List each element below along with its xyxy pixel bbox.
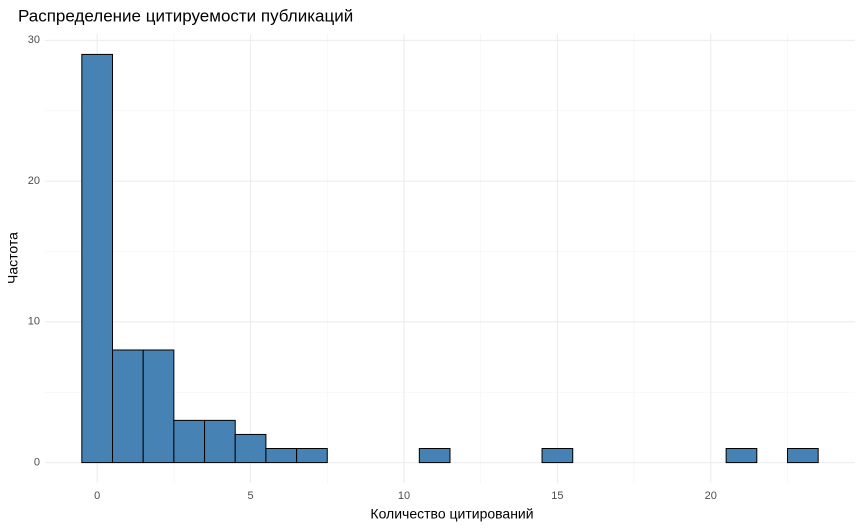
x-tick-label: 10 xyxy=(398,490,410,502)
y-tick-label: 10 xyxy=(28,316,40,328)
bar xyxy=(204,419,236,464)
bar xyxy=(234,433,267,464)
y-axis-label: Частота xyxy=(5,232,21,284)
bar xyxy=(541,448,574,464)
x-tick-label: 15 xyxy=(551,490,563,502)
y-tick-label: 30 xyxy=(28,34,40,46)
x-tick-label: 20 xyxy=(705,490,717,502)
y-tick-label: 0 xyxy=(34,456,40,468)
bar xyxy=(112,349,144,464)
y-tick-label: 20 xyxy=(28,175,40,187)
bar xyxy=(725,448,758,464)
bar xyxy=(418,448,451,464)
x-tick-label: 5 xyxy=(248,490,254,502)
bar xyxy=(296,448,328,464)
bar xyxy=(142,349,175,464)
chart-title: Распределение цитируемости публикаций xyxy=(18,6,353,25)
bar xyxy=(173,419,206,464)
bar xyxy=(787,448,819,464)
x-axis-label: Количество цитирований xyxy=(370,506,533,522)
bar xyxy=(265,448,298,464)
x-tick-label: 0 xyxy=(94,490,100,502)
bar xyxy=(81,53,114,464)
